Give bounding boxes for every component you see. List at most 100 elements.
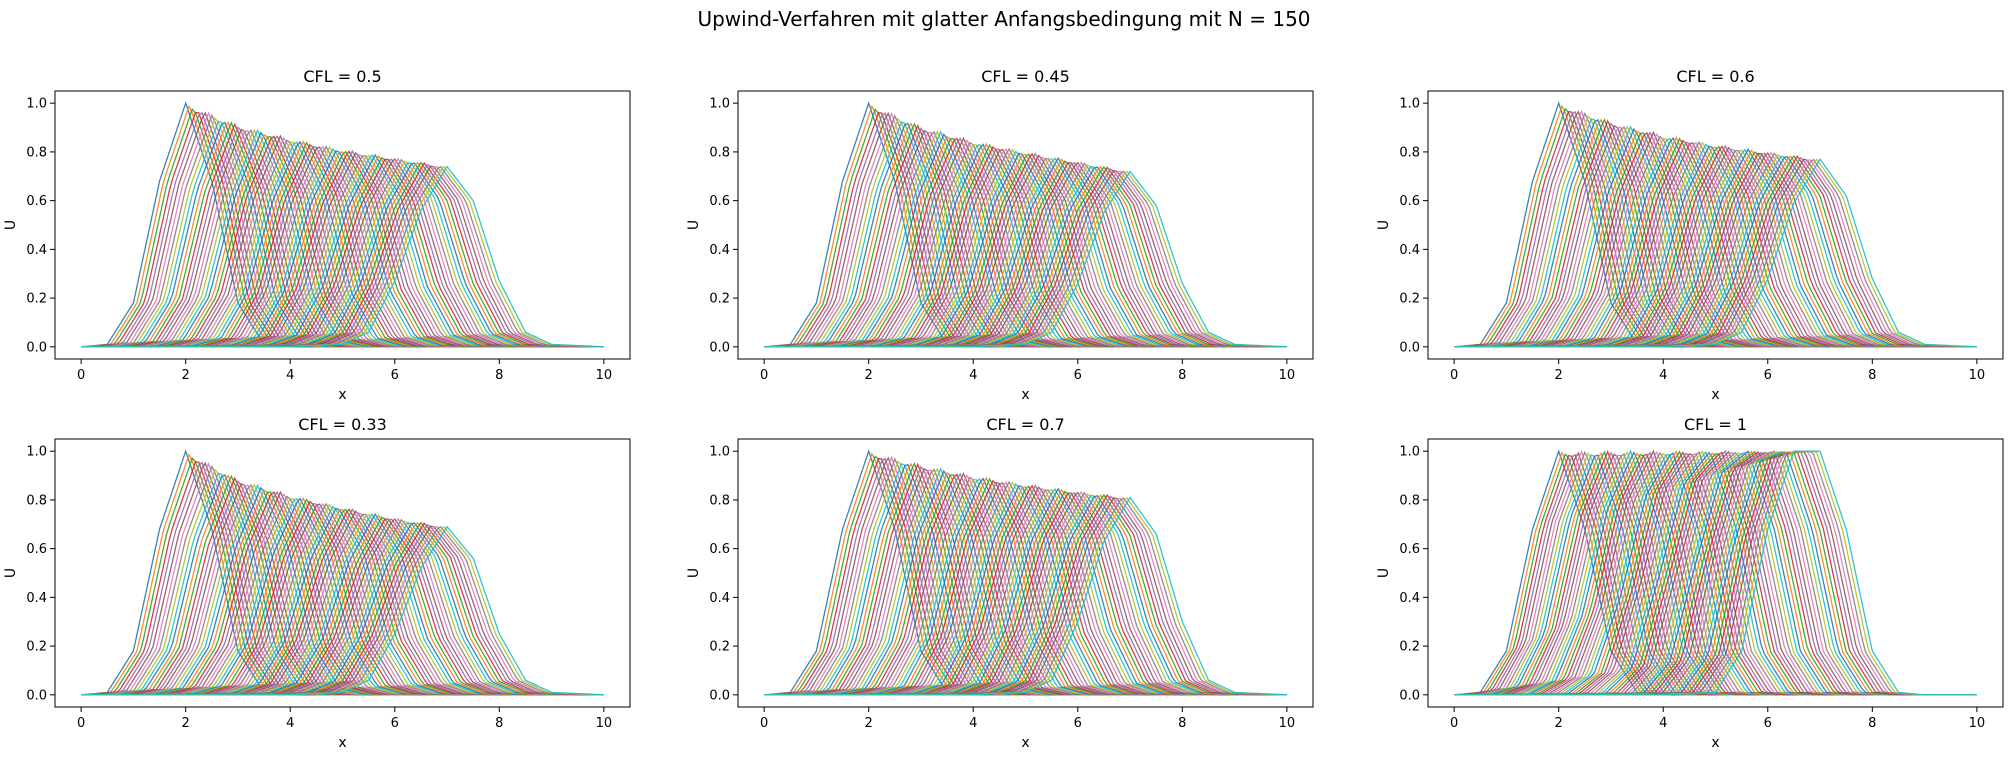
profile-line-70: [81, 525, 604, 696]
y-tick-label: 0.2: [709, 640, 730, 655]
x-tick-label: 10: [596, 716, 613, 731]
y-tick-label: 0.8: [709, 493, 730, 508]
y-tick-label: 0.0: [1399, 340, 1420, 355]
y-tick-label: 1.0: [709, 97, 730, 112]
subplot-1: 0 2 4 6 8 10 0.0 0.2 0.4 0.6 0.8 1.0 CFL = 0.5 x U: [3, 67, 631, 403]
x-tick-label: 4: [286, 716, 294, 731]
y-axis-label: U: [686, 220, 702, 230]
y-tick-label: 0.6: [26, 542, 47, 557]
profile-line-27: [764, 138, 1287, 348]
profile-line-24: [81, 135, 604, 348]
subplot-title: CFL = 1: [1684, 415, 1747, 434]
profile-line-25: [764, 137, 1287, 348]
figure-suptitle: Upwind-Verfahren mit glatter Anfangsbedi…: [697, 7, 1310, 31]
y-tick-label: 0.4: [1399, 243, 1420, 258]
x-tick-label: 4: [286, 368, 294, 383]
profile-line-1: [81, 449, 604, 696]
axes-frame: [54, 90, 631, 360]
profile-line-70: [1454, 450, 1977, 696]
curve-family: [81, 449, 604, 696]
subplot-title: CFL = 0.6: [1676, 67, 1754, 86]
profile-line-2: [81, 453, 604, 696]
x-tick-label: 0: [1450, 368, 1458, 383]
profile-line-22: [81, 133, 604, 348]
profile-line-70: [764, 170, 1287, 348]
x-tick-label: 10: [1969, 368, 1986, 383]
axes-frame: [1427, 438, 2004, 708]
x-tick-label: 8: [1868, 716, 1876, 731]
y-tick-label: 0.4: [1399, 591, 1420, 606]
y-tick-label: 1.0: [1399, 97, 1420, 112]
y-tick-label: 0.2: [709, 292, 730, 307]
subplot-6: 0 2 4 6 8 10 0.0 0.2 0.4 0.6 0.8 1.0 CFL = 1 x U: [1376, 415, 2004, 751]
profile-line-27: [81, 492, 604, 696]
x-tick-label: 6: [391, 716, 399, 731]
profile-line-70: [81, 165, 604, 348]
profile-line-26: [764, 136, 1287, 348]
x-tick-label: 2: [1555, 716, 1563, 731]
x-tick-label: 6: [1764, 368, 1772, 383]
y-tick-label: 0.4: [709, 591, 730, 606]
x-axis-label: x: [1021, 387, 1029, 403]
curve-family: [1454, 449, 1977, 696]
y-tick-label: 0.8: [26, 493, 47, 508]
y-tick-label: 0.4: [26, 243, 47, 258]
subplot-2: 0 2 4 6 8 10 0.0 0.2 0.4 0.6 0.8 1.0 CFL = 0.45 x U: [686, 67, 1314, 403]
x-axis-label: x: [338, 735, 346, 751]
x-tick-label: 2: [865, 716, 873, 731]
x-tick-label: 0: [760, 368, 768, 383]
y-tick-label: 0.0: [709, 688, 730, 703]
x-tick-label: 0: [1450, 716, 1458, 731]
y-tick-label: 1.0: [709, 445, 730, 460]
x-axis-label: x: [338, 387, 346, 403]
x-tick-label: 2: [182, 368, 190, 383]
x-tick-label: 10: [1279, 716, 1296, 731]
y-tick-label: 1.0: [1399, 445, 1420, 460]
y-tick-label: 0.0: [709, 340, 730, 355]
y-tick-label: 0.6: [1399, 542, 1420, 557]
y-tick-label: 0.8: [709, 145, 730, 160]
x-tick-label: 6: [1764, 716, 1772, 731]
x-axis-label: x: [1711, 387, 1719, 403]
y-tick-label: 0.6: [1399, 194, 1420, 209]
x-tick-label: 8: [1178, 368, 1186, 383]
subplot-title: CFL = 0.5: [303, 67, 381, 86]
subplot-3: 0 2 4 6 8 10 0.0 0.2 0.4 0.6 0.8 1.0 CFL = 0.6 x U: [1376, 67, 2004, 403]
curve-family: [764, 101, 1287, 348]
y-tick-label: 0.2: [1399, 640, 1420, 655]
x-tick-label: 4: [969, 716, 977, 731]
y-axis-label: U: [3, 568, 19, 578]
curve-family: [1454, 101, 1977, 348]
subplot-title: CFL = 0.33: [298, 415, 387, 434]
subplot-4: 0 2 4 6 8 10 0.0 0.2 0.4 0.6 0.8 1.0 CFL = 0.33 x U: [3, 415, 631, 751]
curve-family: [81, 101, 604, 348]
profile-line-23: [81, 136, 604, 348]
y-tick-label: 0.8: [1399, 493, 1420, 508]
y-tick-label: 0.4: [709, 243, 730, 258]
x-tick-label: 10: [596, 368, 613, 383]
axes-frame: [1427, 90, 2004, 360]
y-tick-label: 0.0: [26, 340, 47, 355]
x-tick-label: 6: [391, 368, 399, 383]
x-tick-label: 8: [1868, 368, 1876, 383]
x-tick-label: 10: [1279, 368, 1296, 383]
axes-frame: [737, 90, 1314, 360]
profile-line-26: [81, 134, 604, 348]
y-tick-label: 0.6: [709, 194, 730, 209]
y-tick-label: 0.6: [26, 194, 47, 209]
y-tick-label: 0.8: [26, 145, 47, 160]
profile-line-70: [1454, 158, 1977, 348]
profile-line-22: [1454, 130, 1977, 348]
x-tick-label: 8: [495, 716, 503, 731]
x-tick-label: 4: [1659, 368, 1667, 383]
x-axis-label: x: [1021, 735, 1029, 751]
profile-line-3: [81, 457, 604, 696]
y-axis-label: U: [1376, 568, 1392, 578]
y-axis-label: U: [3, 220, 19, 230]
x-tick-label: 8: [1178, 716, 1186, 731]
profile-line-70: [764, 496, 1287, 696]
y-tick-label: 0.2: [26, 640, 47, 655]
x-tick-label: 2: [182, 716, 190, 731]
y-tick-label: 0.4: [26, 591, 47, 606]
